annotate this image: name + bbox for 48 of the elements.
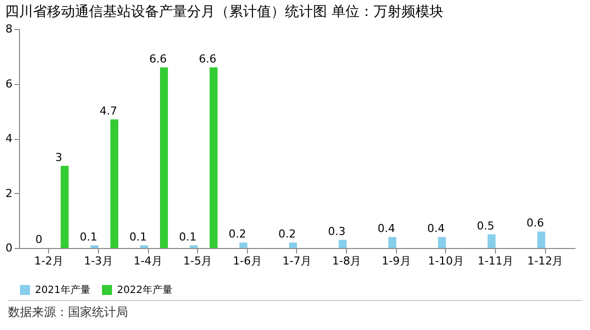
chart-title: 四川省移动通信基站设备产量分月（累计值）统计图 单位：万射频模块: [5, 4, 444, 20]
data-label: 0.4: [378, 222, 396, 236]
y-tick-label: 0: [6, 242, 12, 254]
data-label: 6.6: [149, 52, 167, 66]
bar: [289, 242, 297, 248]
bar: [488, 234, 496, 248]
data-label: 0.3: [328, 224, 346, 238]
bar: [90, 245, 98, 248]
data-label: 0: [35, 233, 42, 246]
bar: [388, 237, 396, 248]
bar: [160, 67, 168, 248]
data-label: 3: [55, 150, 62, 164]
x-tick-label: 1-7月: [282, 254, 312, 268]
legend-label: 2021年产量: [35, 284, 90, 296]
x-tick-label: 1-11月: [478, 254, 514, 268]
x-tick-label: 1-8月: [332, 254, 362, 268]
source-note: 数据来源：国家统计局: [8, 304, 128, 320]
x-tick-label: 1-12月: [527, 254, 564, 268]
data-label: 0.1: [179, 230, 197, 244]
y-tick-label: 2: [6, 186, 12, 200]
bar: [210, 67, 218, 248]
data-label: 4.7: [100, 104, 118, 118]
data-label: 0.4: [427, 222, 445, 236]
y-tick-label: 8: [6, 22, 12, 36]
bar: [239, 242, 248, 248]
y-tick-label: 4: [6, 132, 12, 145]
bar: [60, 166, 69, 248]
x-tick-label: 1-4月: [134, 254, 163, 268]
bar: [338, 240, 347, 248]
x-tick-label: 1-9月: [382, 254, 411, 268]
data-label: 0.1: [129, 230, 147, 244]
bar: [537, 232, 546, 248]
x-tick-label: 1-3月: [84, 254, 113, 268]
bar: [110, 119, 118, 248]
legend-label: 2022年产量: [117, 284, 172, 296]
x-tick-label: 1-5月: [183, 254, 212, 268]
bar: [140, 245, 148, 248]
data-label: 0.1: [80, 230, 98, 244]
y-tick-label: 6: [6, 77, 12, 90]
x-tick-label: 1-2月: [34, 254, 64, 268]
data-label: 0.2: [278, 228, 296, 241]
data-label: 0.2: [228, 228, 246, 241]
bar: [438, 237, 446, 248]
data-label: 0.5: [476, 219, 494, 232]
x-tick-label: 1-6月: [232, 254, 262, 268]
data-label: 0.6: [526, 216, 544, 230]
data-label: 6.6: [198, 52, 216, 66]
x-tick-label: 1-10月: [428, 254, 464, 268]
